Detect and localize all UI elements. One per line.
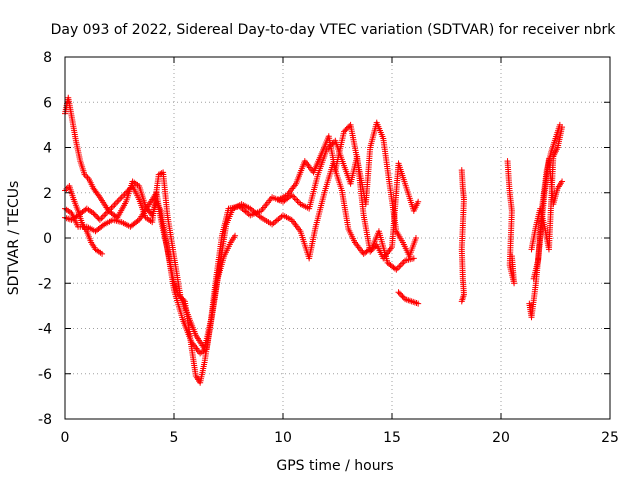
data-point — [415, 300, 422, 307]
data-point — [92, 212, 99, 219]
data-point — [399, 293, 406, 300]
data-point — [396, 290, 403, 297]
data-point — [342, 127, 349, 134]
data-point — [415, 198, 422, 205]
data-point — [395, 289, 402, 296]
y-tick-label: -6 — [38, 367, 52, 383]
x-tick-label: 5 — [170, 430, 179, 446]
data-point — [125, 187, 132, 194]
data-point — [134, 218, 141, 225]
y-tick-label: 8 — [43, 50, 52, 66]
data-point — [91, 211, 98, 218]
data-point — [508, 253, 515, 260]
x-tick-label: 25 — [601, 430, 619, 446]
data-point — [232, 232, 239, 239]
data-point — [94, 214, 101, 221]
chart-title: Day 093 of 2022, Sidereal Day-to-day VTE… — [51, 22, 617, 38]
data-points — [62, 94, 566, 386]
x-tick-label: 0 — [61, 430, 70, 446]
data-point — [126, 185, 133, 192]
x-tick-label: 20 — [492, 430, 510, 446]
data-point — [344, 124, 351, 131]
y-axis-label: SDTVAR / TECUs — [6, 181, 22, 296]
data-point — [556, 121, 563, 128]
data-point — [398, 292, 405, 299]
y-tick-label: -4 — [38, 322, 52, 338]
y-tick-label: -2 — [38, 276, 52, 292]
plot-frame — [64, 56, 611, 420]
x-tick-label: 10 — [274, 430, 292, 446]
y-tick-label: -8 — [38, 412, 52, 428]
data-point — [90, 210, 97, 217]
data-point — [559, 178, 566, 185]
data-point — [458, 298, 465, 305]
data-point — [124, 188, 131, 195]
y-tick-label: 2 — [43, 186, 52, 202]
tick-labels: 0 5 10 15 20 25 -8 -6 -4 -2 0 2 4 6 8 — [38, 50, 619, 446]
y-tick-label: 0 — [43, 231, 52, 247]
data-point — [412, 235, 419, 241]
data-point — [410, 255, 417, 262]
x-tick-label: 15 — [383, 430, 401, 446]
x-axis-label: GPS time / hours — [276, 458, 393, 474]
data-point — [123, 189, 130, 196]
data-point — [341, 128, 348, 135]
data-point — [99, 222, 106, 229]
y-tick-label: 6 — [43, 95, 52, 111]
y-tick-label: 4 — [43, 141, 52, 157]
data-point — [99, 250, 106, 257]
data-point — [367, 245, 374, 252]
